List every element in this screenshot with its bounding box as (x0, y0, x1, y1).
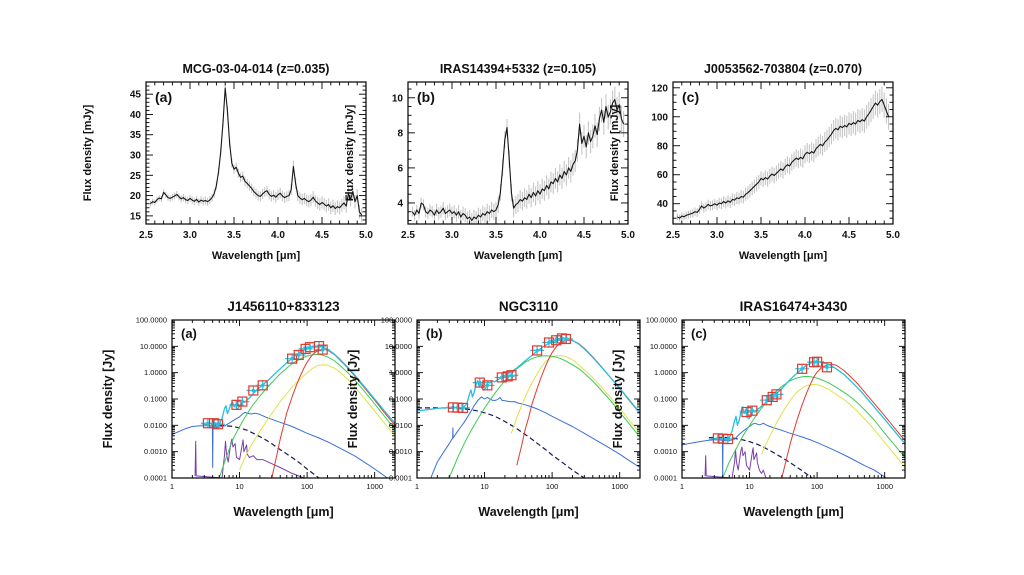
svg-text:10: 10 (480, 482, 488, 491)
svg-text:Wavelength [μm]: Wavelength [μm] (478, 505, 578, 519)
panel-sed-iras16474-3430: 1 10 100 1000 100.0000 10.0000 1.0000 0.1000 0.0… (610, 288, 920, 526)
svg-text:5.0: 5.0 (886, 230, 900, 241)
svg-text:1.0000: 1.0000 (389, 368, 412, 377)
svg-text:Flux density [mJy]: Flux density [mJy] (344, 104, 356, 201)
svg-text:(c): (c) (682, 89, 699, 105)
svg-text:5.0: 5.0 (359, 230, 373, 241)
svg-text:Wavelength [μm]: Wavelength [μm] (233, 505, 333, 519)
svg-text:3.5: 3.5 (754, 230, 768, 241)
svg-text:3.5: 3.5 (227, 230, 241, 241)
svg-text:0.0001: 0.0001 (144, 474, 167, 483)
svg-text:0.0001: 0.0001 (389, 474, 412, 483)
svg-text:4: 4 (397, 198, 403, 209)
panel-sed-j1456110-833123: 1 10 100 1000 100.0000 10.0000 1.0000 0.1000 0.0… (100, 288, 410, 526)
svg-text:60: 60 (657, 170, 669, 181)
svg-text:1.0000: 1.0000 (654, 368, 677, 377)
svg-text:0.0010: 0.0010 (654, 447, 677, 456)
svg-text:IRAS16474+3430: IRAS16474+3430 (740, 299, 848, 314)
svg-text:0.0010: 0.0010 (144, 447, 167, 456)
panel-spectrum-j0053562-703804: 2.5 3.0 3.5 4.0 4.5 5.0 40 60 80 100 120 J0053562-7… (605, 52, 905, 269)
svg-text:1000: 1000 (611, 482, 628, 491)
svg-text:100: 100 (546, 482, 559, 491)
svg-text:80: 80 (657, 141, 669, 152)
svg-text:IRAS14394+5332 (z=0.105): IRAS14394+5332 (z=0.105) (440, 62, 596, 76)
svg-text:5.0: 5.0 (621, 230, 635, 241)
svg-text:10.0000: 10.0000 (650, 342, 677, 351)
svg-text:2.5: 2.5 (401, 230, 415, 241)
svg-text:1: 1 (415, 482, 419, 491)
svg-text:20: 20 (130, 191, 142, 202)
svg-text:40: 40 (130, 110, 142, 121)
svg-text:6: 6 (397, 163, 403, 174)
svg-text:35: 35 (130, 130, 142, 141)
svg-text:100: 100 (651, 112, 668, 123)
svg-text:NGC3110: NGC3110 (499, 299, 558, 314)
svg-text:0.0100: 0.0100 (654, 421, 677, 430)
svg-text:3.0: 3.0 (710, 230, 724, 241)
svg-text:0.1000: 0.1000 (654, 395, 677, 404)
svg-text:0.0001: 0.0001 (654, 474, 677, 483)
svg-text:0.1000: 0.1000 (144, 395, 167, 404)
svg-text:10.0000: 10.0000 (385, 342, 412, 351)
svg-text:4.0: 4.0 (533, 230, 547, 241)
svg-text:100.0000: 100.0000 (646, 316, 677, 325)
svg-text:J0053562-703804 (z=0.070): J0053562-703804 (z=0.070) (704, 62, 862, 76)
svg-text:10: 10 (745, 482, 753, 491)
svg-text:Wavelength [μm]: Wavelength [μm] (743, 505, 843, 519)
svg-text:Wavelength [μm]: Wavelength [μm] (739, 250, 828, 262)
svg-text:4.5: 4.5 (842, 230, 856, 241)
svg-text:(a): (a) (181, 326, 197, 341)
svg-text:Flux density [mJy]: Flux density [mJy] (609, 104, 621, 201)
svg-text:0.0010: 0.0010 (389, 447, 412, 456)
svg-text:1: 1 (170, 482, 174, 491)
svg-text:MCG-03-04-014 (z=0.035): MCG-03-04-014 (z=0.035) (183, 62, 330, 76)
svg-text:45: 45 (130, 90, 142, 101)
svg-text:(b): (b) (426, 326, 443, 341)
svg-text:Wavelength [μm]: Wavelength [μm] (212, 250, 301, 262)
svg-text:100: 100 (301, 482, 314, 491)
svg-text:Wavelength [μm]: Wavelength [μm] (474, 250, 563, 262)
svg-text:2.5: 2.5 (139, 230, 153, 241)
svg-text:100: 100 (811, 482, 824, 491)
svg-text:10: 10 (392, 93, 404, 104)
svg-text:100.0000: 100.0000 (136, 316, 167, 325)
svg-text:120: 120 (651, 83, 668, 94)
panel-sed-ngc3110: 1 10 100 1000 100.0000 10.0000 1.0000 0.1000 0.0… (345, 288, 655, 526)
svg-text:(a): (a) (155, 89, 172, 105)
svg-text:4.0: 4.0 (798, 230, 812, 241)
svg-text:1: 1 (680, 482, 684, 491)
svg-text:15: 15 (130, 211, 142, 222)
svg-text:Flux density [Jy]: Flux density [Jy] (101, 350, 115, 449)
svg-text:0.0100: 0.0100 (144, 421, 167, 430)
svg-text:Flux density [Jy]: Flux density [Jy] (346, 350, 360, 449)
svg-text:3.0: 3.0 (183, 230, 197, 241)
svg-text:10: 10 (235, 482, 243, 491)
panel-spectrum-mcg-03-04-014: 2.5 3.0 3.5 4.0 4.5 5.0 15 20 25 30 35 40 45 MCG-03-0… (78, 52, 378, 269)
svg-text:10.0000: 10.0000 (140, 342, 167, 351)
svg-text:0.0100: 0.0100 (389, 421, 412, 430)
svg-text:(b): (b) (417, 89, 435, 105)
svg-text:25: 25 (130, 171, 142, 182)
svg-text:4.5: 4.5 (315, 230, 329, 241)
svg-text:J1456110+833123: J1456110+833123 (227, 299, 340, 314)
svg-text:1000: 1000 (876, 482, 893, 491)
svg-text:Flux density [Jy]: Flux density [Jy] (611, 350, 625, 449)
svg-text:8: 8 (397, 128, 403, 139)
svg-text:1.0000: 1.0000 (144, 368, 167, 377)
panel-spectrum-iras14394-5332: 2.5 3.0 3.5 4.0 4.5 5.0 4 6 8 10 IRAS14394+5332 (z… (340, 52, 640, 269)
svg-text:40: 40 (657, 199, 669, 210)
svg-text:(c): (c) (691, 326, 707, 341)
svg-text:0.1000: 0.1000 (389, 395, 412, 404)
svg-text:100.0000: 100.0000 (381, 316, 412, 325)
svg-text:30: 30 (130, 151, 142, 162)
svg-text:4.0: 4.0 (271, 230, 285, 241)
svg-text:2.5: 2.5 (666, 230, 680, 241)
svg-text:4.5: 4.5 (577, 230, 591, 241)
svg-text:3.0: 3.0 (445, 230, 459, 241)
svg-text:Flux density [mJy]: Flux density [mJy] (82, 104, 94, 201)
svg-text:3.5: 3.5 (489, 230, 503, 241)
svg-text:1000: 1000 (366, 482, 383, 491)
